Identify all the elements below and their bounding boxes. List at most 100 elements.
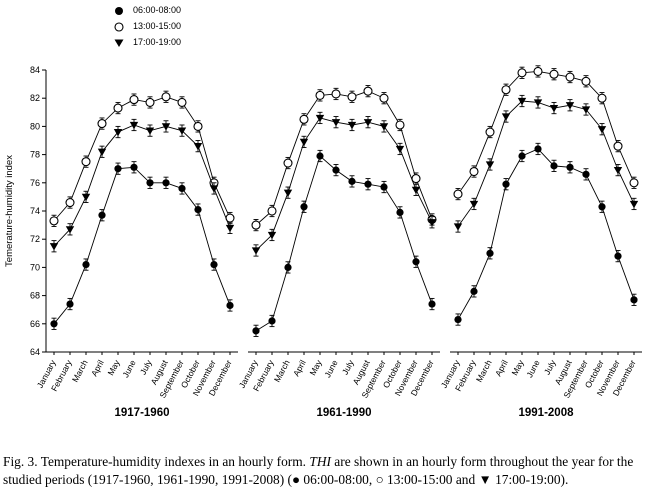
figure-caption: Fig. 3. Temperature-humidity indexes in … (0, 451, 650, 488)
data-point-filled-triangle (427, 219, 437, 227)
caption-rest: are shown in an hourly form throughout t… (3, 454, 634, 487)
data-point-filled-circle (268, 317, 276, 325)
data-point-open-circle (363, 86, 373, 96)
data-point-filled-triangle (331, 119, 341, 127)
data-point-filled-circle (98, 211, 106, 219)
data-point-open-circle (193, 121, 203, 131)
data-point-open-circle (453, 189, 463, 199)
data-point-filled-triangle (145, 127, 155, 135)
thi-chart: 64 66 68 70 72 74 76 78 80 82 84 Temerature-humidit… (4, 65, 642, 419)
data-point-filled-circle (316, 152, 324, 160)
data-point-filled-circle (534, 145, 542, 153)
month-label: July (138, 358, 154, 377)
data-point-open-circle (533, 66, 543, 76)
data-point-filled-triangle (315, 114, 325, 123)
data-point-filled-triangle (613, 167, 623, 175)
series-line-13:00-15:00 (53, 96, 231, 222)
data-point-filled-triangle (411, 186, 421, 195)
y-tick-label: 76 (30, 178, 40, 188)
data-point-open-circle (113, 103, 123, 113)
data-point-open-circle (395, 120, 405, 130)
data-point-filled-circle (470, 287, 478, 295)
data-point-filled-circle (380, 183, 388, 191)
data-point-open-circle (283, 158, 293, 168)
data-point-filled-circle (194, 205, 202, 214)
legend-item-morning: 06:00-08:00 (112, 4, 181, 17)
data-point-filled-circle (300, 203, 308, 211)
data-point-filled-circle (630, 296, 638, 304)
data-point-open-circle (581, 76, 591, 86)
data-point-filled-triangle (113, 128, 123, 137)
month-label: April (89, 358, 106, 378)
data-point-filled-triangle (533, 99, 543, 107)
data-point-open-circle (267, 206, 277, 216)
data-point-filled-circle (210, 260, 218, 269)
month-label: June (322, 358, 340, 379)
data-point-open-circle (517, 68, 527, 78)
data-point-filled-circle (50, 320, 58, 328)
data-point-open-circle (379, 93, 389, 103)
data-point-open-circle (315, 90, 325, 100)
data-point-filled-triangle (97, 148, 107, 157)
series-line-17:00-19:00 (255, 117, 433, 251)
data-point-filled-circle (454, 315, 462, 324)
data-point-filled-triangle (161, 123, 171, 131)
data-point-filled-triangle (363, 119, 373, 127)
data-point-open-circle (501, 85, 511, 95)
legend-label: 13:00-15:00 (133, 21, 182, 31)
data-point-filled-circle (486, 249, 494, 257)
figure-3: 64 66 68 70 72 74 76 78 80 82 84 Temerature-humidit… (4, 4, 642, 419)
month-label: July (340, 358, 356, 377)
data-point-filled-circle (566, 163, 574, 171)
data-point-filled-circle (582, 170, 590, 178)
data-point-open-circle (49, 216, 59, 226)
period-label: 1917-1960 (115, 407, 170, 419)
caption-lead: Fig. 3. Temperature-humidity indexes in … (3, 454, 310, 470)
y-tick-label: 74 (30, 206, 40, 216)
data-point-open-circle (597, 93, 607, 103)
data-point-filled-triangle (469, 200, 479, 209)
data-point-filled-circle (146, 179, 154, 187)
data-point-filled-circle (162, 179, 170, 187)
data-point-filled-circle (66, 300, 74, 308)
data-point-filled-triangle (549, 104, 559, 113)
data-point-filled-triangle (81, 193, 91, 202)
month-label: March (70, 358, 90, 384)
filled-triangle-down-icon (114, 39, 124, 47)
data-point-open-circle (251, 220, 261, 230)
data-point-filled-triangle (193, 143, 203, 151)
data-point-open-circle (411, 174, 421, 184)
month-label: June (120, 358, 138, 379)
data-point-filled-circle (598, 203, 606, 211)
data-point-filled-triangle (299, 138, 309, 147)
data-point-open-circle (161, 92, 171, 102)
data-point-open-circle (549, 69, 559, 79)
data-point-filled-triangle (597, 126, 607, 134)
month-label: July (542, 358, 558, 377)
data-point-filled-triangle (49, 243, 59, 251)
data-point-filled-circle (130, 163, 138, 171)
series-line-06:00-08:00 (457, 148, 635, 320)
series-line-06:00-08:00 (53, 166, 231, 325)
series-line-17:00-19:00 (457, 100, 635, 227)
month-label: June (524, 358, 542, 379)
y-tick-label: 78 (30, 150, 40, 160)
data-point-filled-circle (284, 263, 292, 271)
data-point-filled-circle (226, 301, 234, 310)
series-line-13:00-15:00 (457, 70, 635, 195)
data-point-open-circle (97, 119, 107, 129)
legend-item-midday: 13:00-15:00 (112, 20, 181, 33)
y-tick-label: 66 (30, 319, 40, 329)
series-line-17:00-19:00 (53, 124, 231, 247)
data-point-filled-triangle (501, 113, 511, 121)
y-tick-label: 82 (30, 93, 40, 103)
period-label: 1961-1990 (317, 407, 372, 419)
data-point-open-circle (81, 157, 91, 167)
data-point-filled-triangle (453, 223, 463, 231)
data-point-filled-circle (332, 166, 340, 174)
data-point-filled-triangle (379, 123, 389, 131)
data-point-open-circle (129, 95, 139, 105)
data-point-filled-circle (518, 152, 526, 160)
